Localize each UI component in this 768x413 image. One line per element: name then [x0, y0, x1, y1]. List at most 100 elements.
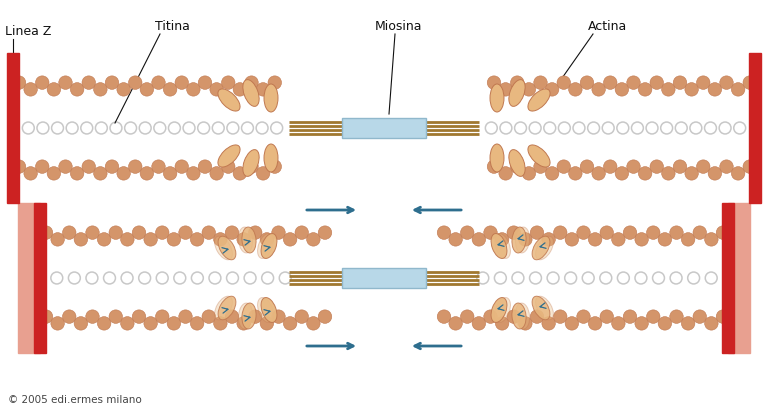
Circle shape — [164, 83, 177, 96]
Circle shape — [499, 166, 512, 180]
Circle shape — [542, 317, 555, 330]
Circle shape — [237, 317, 250, 330]
Circle shape — [187, 166, 200, 180]
Ellipse shape — [495, 297, 511, 323]
Circle shape — [12, 76, 26, 89]
Circle shape — [670, 226, 684, 240]
Circle shape — [635, 233, 648, 246]
Ellipse shape — [243, 80, 259, 107]
Circle shape — [685, 166, 698, 180]
Circle shape — [233, 166, 247, 180]
Circle shape — [306, 317, 320, 330]
Circle shape — [260, 317, 273, 330]
Bar — [34, 203, 46, 353]
Circle shape — [233, 83, 247, 96]
Circle shape — [600, 226, 614, 240]
Circle shape — [268, 160, 282, 173]
Circle shape — [225, 310, 239, 323]
Circle shape — [681, 233, 695, 246]
Circle shape — [140, 166, 154, 180]
Circle shape — [545, 83, 559, 96]
Circle shape — [35, 76, 49, 89]
Circle shape — [74, 233, 88, 246]
Circle shape — [604, 76, 617, 89]
Circle shape — [62, 226, 76, 240]
Circle shape — [511, 76, 524, 89]
Circle shape — [144, 233, 157, 246]
Circle shape — [720, 160, 733, 173]
Circle shape — [449, 317, 462, 330]
Circle shape — [117, 83, 131, 96]
Circle shape — [109, 226, 123, 240]
Circle shape — [530, 310, 544, 323]
Circle shape — [495, 317, 509, 330]
Circle shape — [74, 317, 88, 330]
Circle shape — [306, 233, 320, 246]
Circle shape — [51, 233, 65, 246]
Circle shape — [82, 160, 95, 173]
Circle shape — [720, 76, 733, 89]
Circle shape — [554, 310, 567, 323]
Circle shape — [534, 160, 548, 173]
Circle shape — [581, 76, 594, 89]
Bar — [18, 203, 40, 353]
Circle shape — [71, 83, 84, 96]
Circle shape — [109, 310, 123, 323]
Circle shape — [86, 310, 99, 323]
Circle shape — [179, 310, 192, 323]
Circle shape — [693, 226, 707, 240]
Circle shape — [94, 166, 107, 180]
Circle shape — [530, 226, 544, 240]
Circle shape — [670, 310, 684, 323]
Circle shape — [202, 226, 216, 240]
Circle shape — [588, 317, 602, 330]
Circle shape — [144, 317, 157, 330]
Circle shape — [522, 166, 535, 180]
Circle shape — [577, 226, 591, 240]
Circle shape — [557, 160, 571, 173]
Bar — [728, 203, 750, 353]
Circle shape — [62, 310, 76, 323]
Circle shape — [518, 233, 532, 246]
Bar — [749, 53, 761, 203]
Circle shape — [237, 233, 250, 246]
Circle shape — [257, 83, 270, 96]
Circle shape — [35, 160, 49, 173]
Circle shape — [318, 226, 332, 240]
Bar — [342, 268, 426, 288]
Bar — [722, 203, 734, 353]
Circle shape — [461, 310, 474, 323]
Circle shape — [221, 76, 235, 89]
Ellipse shape — [242, 227, 256, 253]
Ellipse shape — [535, 296, 554, 320]
Circle shape — [484, 226, 497, 240]
Ellipse shape — [218, 145, 240, 167]
Circle shape — [717, 310, 730, 323]
Circle shape — [717, 226, 730, 240]
Circle shape — [117, 166, 131, 180]
Circle shape — [507, 310, 521, 323]
Ellipse shape — [491, 297, 507, 323]
Circle shape — [437, 310, 451, 323]
Circle shape — [214, 317, 227, 330]
Ellipse shape — [532, 236, 550, 260]
Ellipse shape — [535, 236, 554, 260]
Circle shape — [472, 317, 485, 330]
Circle shape — [24, 166, 38, 180]
Circle shape — [175, 76, 188, 89]
Circle shape — [487, 76, 501, 89]
Circle shape — [257, 166, 270, 180]
Circle shape — [704, 233, 718, 246]
Circle shape — [272, 310, 285, 323]
Circle shape — [650, 76, 664, 89]
Ellipse shape — [257, 234, 273, 259]
Circle shape — [624, 310, 637, 323]
Circle shape — [155, 226, 169, 240]
Circle shape — [268, 76, 282, 89]
Circle shape — [98, 233, 111, 246]
Circle shape — [588, 233, 602, 246]
Circle shape — [132, 226, 146, 240]
Circle shape — [472, 233, 485, 246]
Circle shape — [167, 233, 180, 246]
Circle shape — [12, 160, 26, 173]
